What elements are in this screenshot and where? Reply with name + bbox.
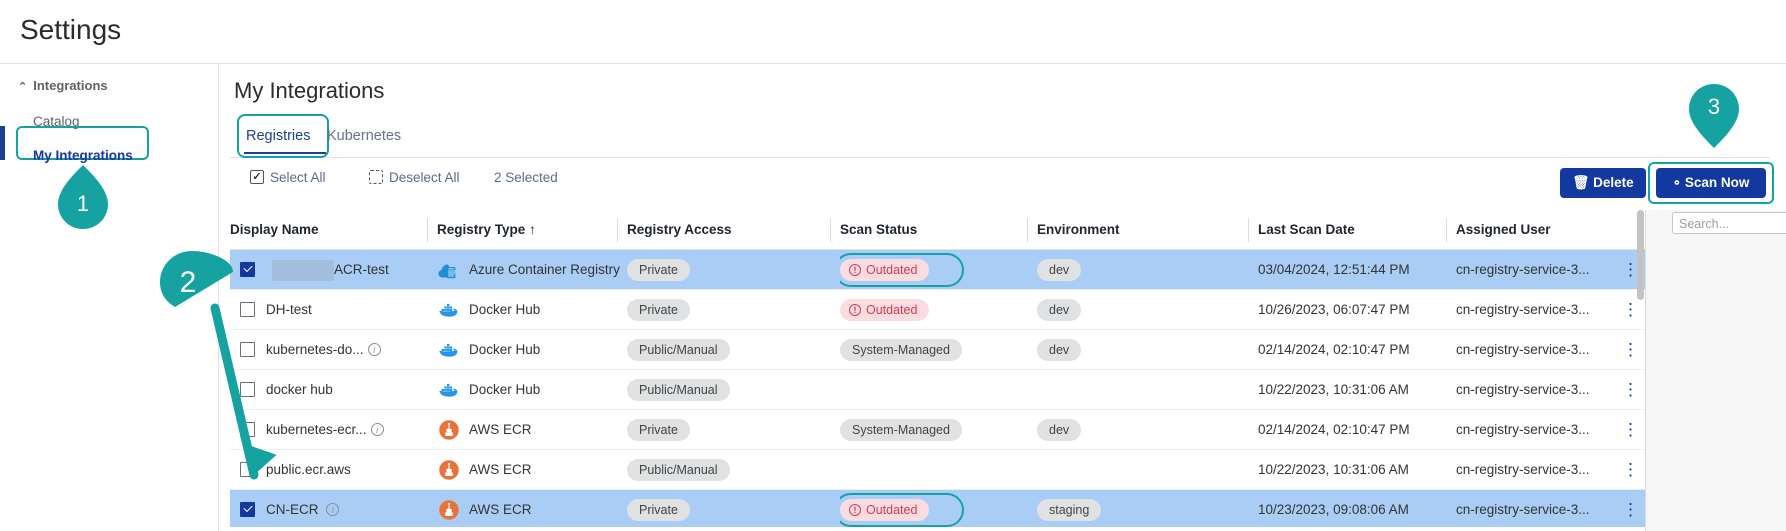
svg-text:2: 2 — [180, 266, 197, 299]
